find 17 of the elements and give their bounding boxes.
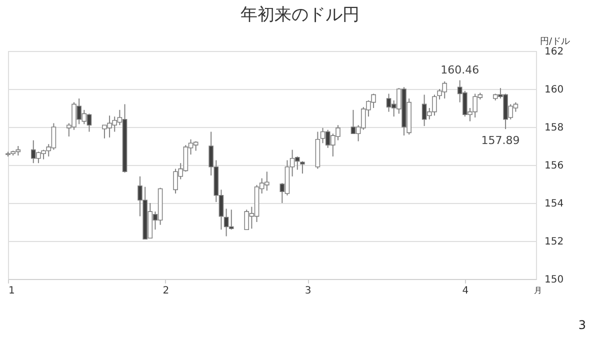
x-axis-title: 月 [534,286,542,295]
y-tick-label: 152 [544,236,564,248]
text: 3 [578,318,586,332]
x-tick-label: 3 [304,286,312,296]
x-tick-label: 2 [162,286,170,296]
annotation: 160.46 [440,63,480,76]
y-tick-label: 162 [544,46,564,58]
chart-title: 年初来のドル円 [240,5,360,25]
y-tick-label: 154 [544,198,564,210]
y-tick-label: 156 [544,160,564,172]
annotation: 157.89 [481,134,520,148]
x-tick-label: 1 [8,286,15,296]
y-axis-title: 円/ドル [540,37,570,47]
x-tick-label: 4 [462,286,469,296]
y-tick-label: 158 [544,122,564,134]
y-tick-label: 160 [544,84,564,96]
y-tick-label: 150 [544,274,564,286]
